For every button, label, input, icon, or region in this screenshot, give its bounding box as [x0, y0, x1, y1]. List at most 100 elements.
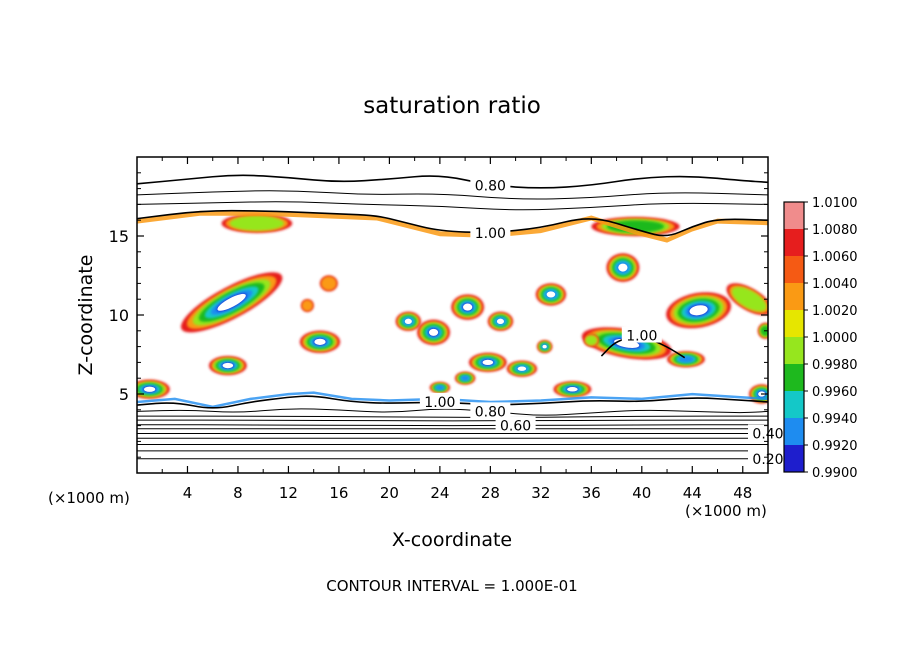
- contour-label-bg: [470, 223, 511, 240]
- x-tick-label: 8: [233, 484, 243, 502]
- colorbar-segment: [784, 337, 804, 365]
- contour-line: [137, 415, 768, 418]
- feature-ring: [435, 385, 445, 390]
- colorbar-label: 0.9960: [812, 385, 858, 400]
- x-tick-label: 24: [430, 484, 449, 502]
- feature-core: [217, 293, 246, 311]
- x-tick-label: 28: [481, 484, 500, 502]
- supersaturation-feature: [591, 217, 680, 236]
- feature-ring: [585, 335, 598, 346]
- y-axis: 5 10 15: [109, 172, 768, 458]
- feature-core: [428, 328, 439, 336]
- colorbar: 1.0100 1.0080 1.0060 1.0040 1.0020 1.0000 0.99…: [783, 196, 858, 481]
- contour-label-bg: [470, 176, 511, 193]
- feature-ring: [678, 355, 694, 363]
- x-tick-label: 44: [683, 484, 702, 502]
- contour-label: 0.80: [475, 404, 506, 420]
- supersaturation-feature: [506, 360, 538, 377]
- colorbar-label: 0.9940: [812, 412, 858, 427]
- feature-core: [496, 318, 504, 324]
- lower-band-fill: [137, 391, 768, 409]
- contour-label: 1.00: [424, 395, 455, 411]
- colorbar-segment: [784, 310, 804, 338]
- x-tick-label: 40: [632, 484, 651, 502]
- x-tick-label: 16: [329, 484, 348, 502]
- feature-core: [546, 291, 556, 298]
- chart-title: saturation ratio: [363, 93, 541, 119]
- colorbar-segment: [784, 391, 804, 419]
- supersaturation-feature: [395, 311, 421, 331]
- colorbar-segment: [784, 445, 804, 473]
- feature-core: [482, 359, 494, 366]
- feature-ring: [460, 375, 470, 381]
- contour-line: [137, 174, 768, 189]
- feature-core: [404, 318, 412, 324]
- contour-line: [137, 408, 768, 416]
- colorbar-label: 1.0080: [812, 223, 858, 238]
- x-axis-label: X-coordinate: [392, 529, 512, 551]
- x-tick-label: 32: [531, 484, 550, 502]
- contour-line: [137, 201, 768, 211]
- supersaturation-feature: [487, 311, 514, 331]
- feature-ring: [321, 276, 337, 291]
- contour-line: [137, 395, 768, 409]
- colorbar-label: 0.9920: [812, 439, 858, 454]
- feature-core: [689, 305, 708, 316]
- colorbar-label: 1.0020: [812, 304, 858, 319]
- supersaturation-feature: [666, 292, 732, 329]
- contour-interval-note: CONTOUR INTERVAL = 1.000E-01: [326, 577, 577, 595]
- colorbar-label: 1.0100: [812, 196, 858, 211]
- supersaturation-feature: [221, 213, 293, 233]
- feature-core: [314, 338, 326, 345]
- colorbar-segment: [784, 202, 804, 230]
- y-tick-label: 5: [119, 385, 129, 404]
- feature-core: [517, 366, 527, 371]
- feature-ring: [731, 287, 767, 312]
- feature-core: [618, 263, 628, 272]
- supersaturation-feature: [667, 351, 705, 368]
- y-tick-label: 10: [109, 306, 129, 325]
- contour-label-bg: [419, 392, 460, 409]
- feature-ring: [301, 299, 313, 312]
- plot-area: 0.801.001.000.800.60 0.400.201.00: [136, 156, 788, 474]
- contour-label: 0.60: [500, 419, 531, 435]
- x-axis: 4 8 12 16 20 24 28 32 36 40 44 48: [161, 157, 752, 502]
- feature-core: [463, 303, 473, 311]
- supersaturation-feature: [301, 299, 314, 312]
- supersaturation-feature: [299, 330, 341, 353]
- contour-line: [137, 424, 768, 427]
- supersaturation-feature: [537, 340, 553, 353]
- colorbar-label: 1.0040: [812, 277, 858, 292]
- supersaturation-feature: [606, 253, 640, 282]
- supersaturation-feature: [455, 371, 476, 385]
- feature-core: [567, 387, 578, 392]
- contour-line: [137, 190, 768, 200]
- colorbar-segment: [784, 418, 804, 446]
- contour-label-bg: [495, 416, 536, 433]
- colorbar-segment: [784, 283, 804, 311]
- supersaturation-feature: [319, 275, 338, 292]
- feature-core: [143, 386, 156, 392]
- feature-ring: [229, 216, 284, 231]
- contour-label: 1.00: [626, 329, 657, 345]
- feature-core: [222, 362, 234, 369]
- contour-label: 1.00: [475, 226, 506, 242]
- supersaturation-feature: [429, 382, 450, 394]
- supersaturation-feature: [137, 379, 170, 399]
- contour-label-bg: [621, 326, 662, 343]
- y-tick-label: 15: [109, 227, 129, 246]
- supersaturation-feature: [726, 283, 768, 316]
- colorbar-label: 1.0060: [812, 250, 858, 265]
- supersaturation-feature: [583, 333, 599, 347]
- contour-label-bg: [470, 402, 511, 419]
- colorbar-segment: [784, 364, 804, 392]
- supersaturation-feature: [417, 319, 450, 346]
- supersaturation-feature: [451, 294, 485, 320]
- x-tick-label: 12: [279, 484, 298, 502]
- x-tick-label: 48: [733, 484, 752, 502]
- upper-band-fill: [137, 210, 768, 243]
- colorbar-segment: [784, 229, 804, 257]
- supersaturation-feature: [208, 356, 247, 376]
- contour-line: [137, 419, 768, 422]
